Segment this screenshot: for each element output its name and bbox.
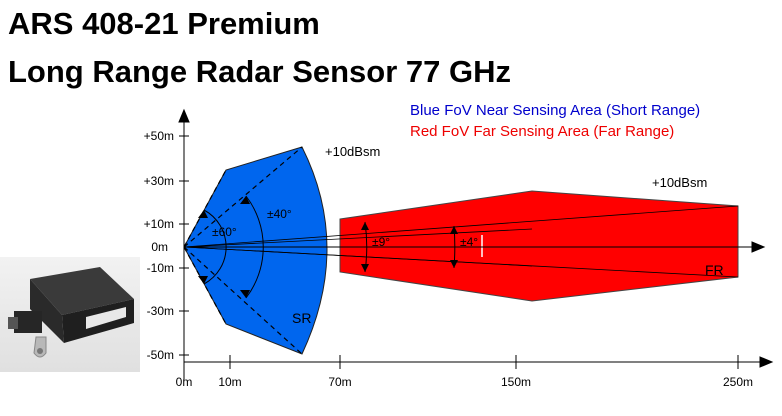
x-tick-label: 0m	[176, 375, 193, 389]
x-tick-label: 150m	[501, 375, 531, 389]
x-axis-ticks	[229, 355, 739, 369]
fr-rcs-label: +10dBsm	[652, 175, 707, 190]
y-tick-label: 0m	[151, 240, 168, 254]
fr-outer-angle-label: ±4°	[460, 235, 478, 249]
beam-lines	[183, 205, 739, 278]
arc-arrowheads	[198, 196, 458, 298]
fr-zone-label: FR	[705, 262, 724, 278]
y-tick-label: -50m	[147, 348, 174, 362]
x-tick-label: 250m	[723, 375, 753, 389]
sr-outer-angle-label: ±40°	[267, 207, 292, 221]
sr-inner-angle-label: ±60°	[212, 225, 237, 239]
page-title-line-1: ARS 408-21 Premium	[8, 6, 320, 41]
y-tick-label: -30m	[147, 304, 174, 318]
far-range-zone	[339, 190, 739, 302]
y-tick-label: +50m	[144, 129, 174, 143]
axes	[178, 108, 774, 380]
x-tick-label: 70m	[328, 375, 351, 389]
page-title-line-2: Long Range Radar Sensor 77 GHz	[8, 54, 511, 89]
fr-inner-angle-label: ±9°	[372, 235, 390, 249]
radar-sensor-unit-icon	[8, 267, 134, 358]
sr-zone-label: SR	[292, 310, 311, 326]
y-axis-ticks	[179, 135, 189, 356]
sr-rcs-label: +10dBsm	[325, 144, 380, 159]
legend-far-range: Red FoV Far Sensing Area (Far Range)	[410, 123, 675, 140]
legend-near-range: Blue FoV Near Sensing Area (Short Range)	[410, 102, 701, 119]
sensor-photo	[0, 257, 140, 372]
x-tick-label: 10m	[218, 375, 241, 389]
y-tick-label: -10m	[147, 261, 174, 275]
y-tick-label: +10m	[144, 217, 174, 231]
sr-dashed-lines	[183, 146, 303, 355]
y-tick-label: +30m	[144, 174, 174, 188]
